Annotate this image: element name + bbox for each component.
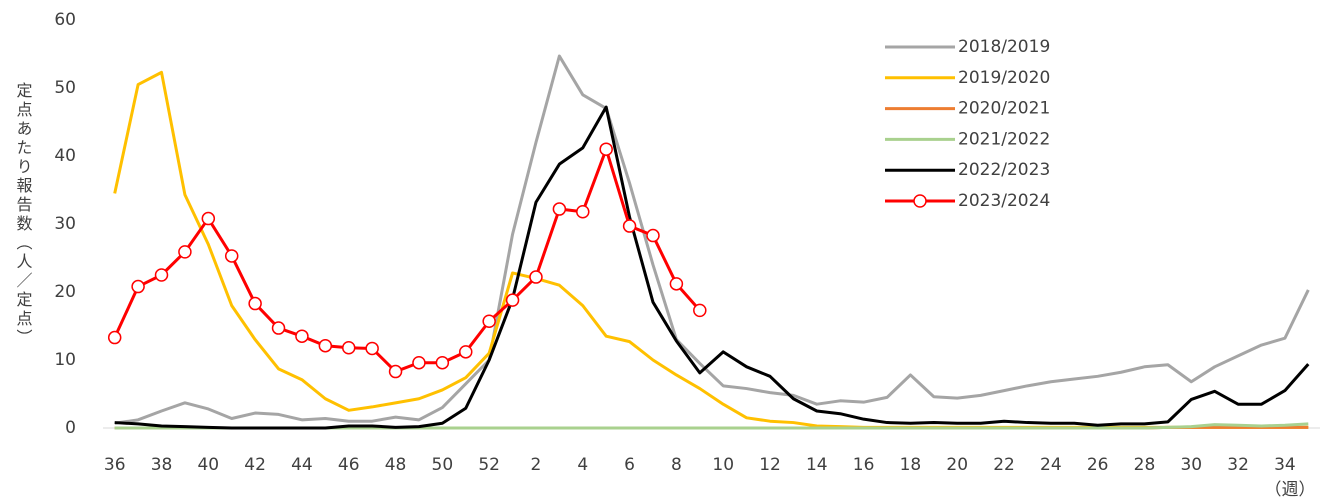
x-tick-label: 16 [853,455,875,475]
point [201,211,216,226]
point [178,245,192,259]
point [505,293,520,307]
point [365,341,379,356]
point [154,268,169,282]
x-tick-label: 14 [806,455,828,475]
point [295,329,309,343]
series-line [114,54,1310,425]
x-tick-label: 28 [1134,455,1156,475]
x-tick-label: 52 [478,455,500,475]
series-line [114,105,1310,430]
y-tick-label: 20 [54,282,76,302]
x-tick-label: 34 [1274,455,1296,475]
x-tick-label: 22 [993,455,1015,475]
series-line [113,147,701,374]
point [248,296,262,311]
y-tick-label: 50 [54,78,76,98]
x-tick-label: 46 [338,455,360,475]
x-tick-label: 42 [244,455,266,475]
point [622,219,637,233]
x-tick-label: 26 [1087,455,1109,475]
x-tick-label: 2 [531,455,542,475]
point [388,364,403,379]
y-tick-label: 60 [54,10,76,30]
point [224,249,239,263]
point [412,355,426,370]
x-tick-label: 8 [671,455,682,475]
point [435,355,450,370]
x-tick-label: 24 [1040,455,1062,475]
point [529,270,543,284]
point [341,341,356,355]
point [576,205,590,219]
legend-label: 2018/2019 [958,37,1050,57]
legend-label: 2021/2022 [958,129,1050,149]
legend-marker [913,194,927,208]
y-axis-label: 定点あたり報告数（人／定点） [14,82,33,348]
x-tick-label: 4 [577,455,588,475]
point [482,314,496,328]
y-tick-label: 10 [54,350,76,370]
legend-label: 2020/2021 [958,99,1050,119]
x-tick-label: 20 [946,455,968,475]
y-tick-label: 0 [65,418,76,438]
point [669,277,684,291]
x-tick-label: 38 [151,455,173,475]
point [271,321,286,335]
x-tick-label: 10 [712,455,734,475]
x-axis-label: （週） [1265,480,1316,500]
y-tick-label: 40 [54,146,76,166]
x-tick-label: 50 [432,455,454,475]
x-tick-label: 36 [104,455,126,475]
point [552,202,567,216]
x-tick-label: 44 [291,455,313,475]
x-tick-label: 30 [1180,455,1202,475]
x-tick-label: 6 [624,455,635,475]
point [131,279,145,294]
legend-label: 2019/2020 [958,68,1050,88]
x-tick-label: 18 [900,455,922,475]
x-tick-label: 12 [759,455,781,475]
legend-label: 2022/2023 [958,160,1050,180]
point [693,303,707,318]
y-tick-label: 30 [54,214,76,234]
point [459,345,473,359]
x-tick-label: 48 [385,455,407,475]
x-tick-label: 40 [197,455,219,475]
point [318,338,333,353]
point [646,228,660,243]
point [599,142,613,156]
x-tick-label: 32 [1227,455,1249,475]
point [107,330,122,345]
legend-label: 2023/2024 [958,191,1050,211]
